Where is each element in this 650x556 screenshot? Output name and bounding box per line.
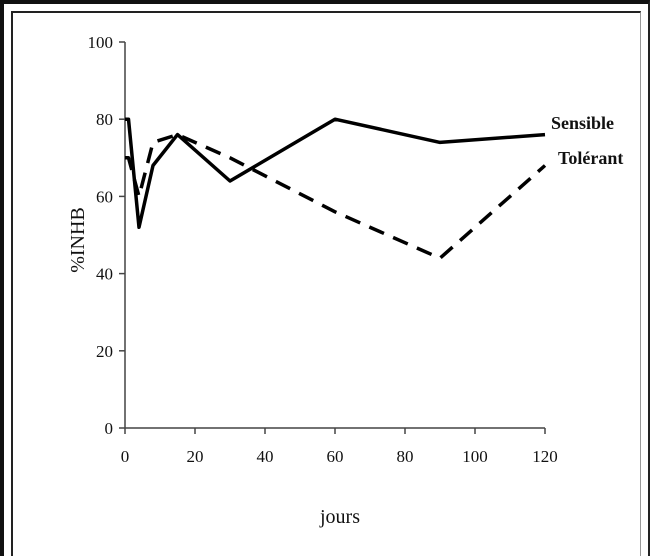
x-axis-title: jours [319, 506, 360, 528]
y-tick-label: 20 [96, 342, 113, 361]
series-label: Sensible [551, 113, 614, 133]
y-axis-title: %INHB [67, 207, 89, 273]
y-tick-label: 0 [105, 419, 114, 438]
x-tick-label: 20 [187, 447, 204, 466]
y-tick-label: 40 [96, 265, 113, 284]
inner-frame [11, 11, 641, 556]
x-tick-label: 80 [397, 447, 414, 466]
x-tick-label: 120 [532, 447, 558, 466]
y-tick-label: 80 [96, 110, 113, 129]
x-tick-label: 0 [121, 447, 130, 466]
y-tick-label: 100 [88, 33, 114, 52]
labels-layer: 0 20 40 60 80 100 0 20 40 60 80 100 120 jours %INHB Sen… [67, 33, 623, 528]
series-label: Tolérant [558, 148, 623, 168]
series-line-tol-rant [125, 132, 547, 260]
axes [119, 41, 546, 434]
x-tick-label: 60 [327, 447, 344, 466]
series-layer [125, 117, 547, 260]
x-tick-label: 100 [462, 447, 488, 466]
series-line-sensible [125, 117, 546, 230]
y-tick-label: 60 [96, 187, 113, 206]
x-tick-label: 40 [257, 447, 274, 466]
